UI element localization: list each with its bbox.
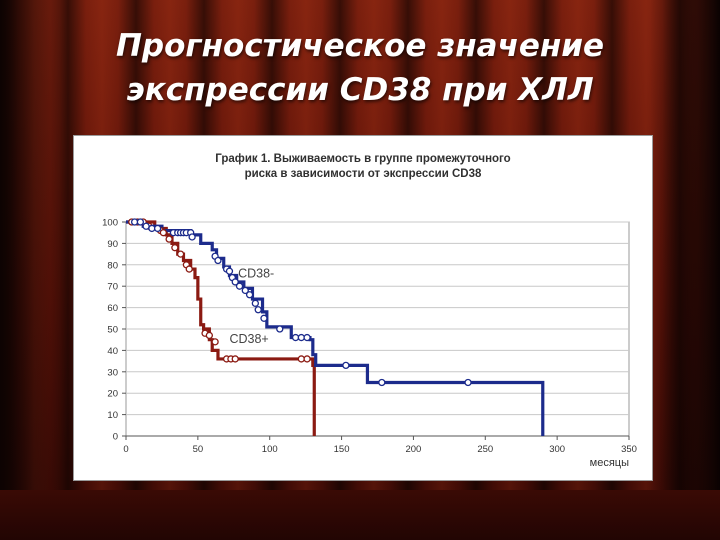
x-tick-label: 50 [193, 444, 204, 455]
y-tick-label: 90 [107, 239, 118, 250]
y-tick-label: 70 [107, 282, 118, 293]
cd38-minus-censor-marker [245, 291, 254, 299]
chart-title-line-2: риска в зависимости от экспрессии CD38 [244, 168, 482, 180]
cd38-plus-censor-marker [211, 338, 219, 346]
x-tick-label: 350 [621, 444, 637, 455]
cd38-minus-censor-marker [254, 306, 262, 314]
slide-title-line-1: Прогностическое значение [115, 28, 605, 64]
cd38-minus-censor-marker [214, 256, 222, 265]
x-tick-label: 300 [549, 444, 565, 455]
x-tick-label: 200 [405, 444, 421, 455]
x-tick-label: 250 [477, 444, 493, 455]
survival-chart: 0 10 20 30 40 50 60 70 80 90 100 0 50 100 150 200 250 300… [102, 218, 637, 470]
y-tick-label: 80 [107, 260, 118, 271]
curtain-shadow-right [650, 0, 720, 540]
x-tick-label: 0 [123, 444, 128, 455]
slide-title-line-2: экспрессии CD38 при ХЛЛ [126, 72, 594, 108]
curtain-shadow-left [0, 0, 60, 540]
cd38-minus-censor-marker [260, 314, 268, 322]
slide-title: Прогностическое значение экспрессии CD38… [0, 24, 720, 112]
curve-label: CD38- [238, 267, 274, 281]
y-tick-label: 50 [107, 325, 118, 336]
cd38-minus-censor-marker [303, 333, 311, 342]
cd38-minus-censor-marker [464, 378, 472, 387]
cd38-plus-censor-marker [231, 355, 239, 363]
chart-title-line-1: График 1. Выживаемость в группе промежут… [215, 153, 511, 165]
cd38-plus-censor-marker [185, 265, 193, 273]
cd38-minus-censor-marker [378, 378, 386, 387]
cd38-plus-censor-marker [165, 235, 173, 243]
y-tick-label: 10 [107, 410, 118, 421]
cd38-minus-censor-marker [241, 286, 249, 295]
cd38-minus-censor-marker [153, 224, 162, 233]
series-line-cd38-minus [126, 220, 545, 436]
y-tick-label: 60 [107, 303, 118, 314]
cd38-minus-censor-marker [188, 233, 196, 241]
chart-panel: График 1. Выживаемость в группе промежут… [73, 135, 653, 481]
y-tick-label: 40 [107, 346, 118, 357]
chart-title: График 1. Выживаемость в группе промежут… [74, 152, 652, 182]
cd38-minus-censor-marker [136, 218, 145, 226]
cd38-plus-censor-marker [159, 229, 168, 237]
cd38-plus-censor-marker [171, 244, 179, 252]
y-tick-label: 0 [113, 432, 118, 443]
cd38-minus-censor-marker [251, 299, 259, 307]
curve-label: CD38+ [229, 332, 268, 346]
cd38-minus-censor-marker [231, 278, 239, 286]
cd38-minus-censor-marker [342, 361, 350, 370]
x-tick-label: 100 [262, 444, 278, 455]
y-tick-label: 100 [102, 218, 118, 229]
cd38-minus-censor-marker [276, 325, 284, 333]
y-tick-label: 20 [107, 389, 118, 400]
cd38-minus-censor-marker [225, 267, 234, 275]
cd38-plus-censor-marker [205, 331, 214, 340]
y-tick-label: 30 [107, 367, 118, 378]
cd38-plus-censor-marker [303, 355, 311, 363]
cd38-minus-censor-marker [235, 282, 244, 290]
stage-floor [0, 490, 720, 540]
x-axis-label: месяцы [590, 457, 629, 469]
cd38-plus-censor-marker [176, 250, 185, 258]
x-tick-label: 150 [334, 444, 350, 455]
